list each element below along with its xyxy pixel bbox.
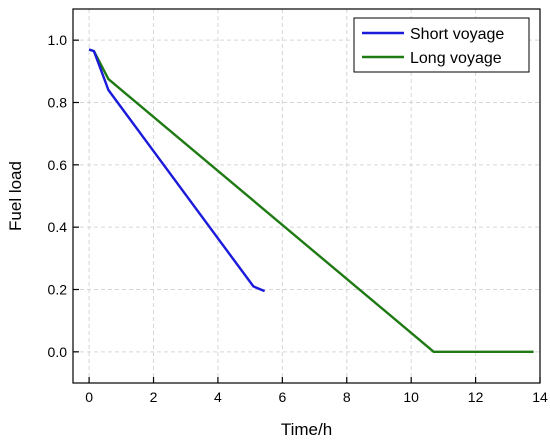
x-tick-label: 6 <box>278 389 286 405</box>
x-tick-label: 2 <box>150 389 158 405</box>
legend-label-short-voyage: Short voyage <box>410 26 504 43</box>
legend: Short voyage Long voyage <box>353 17 530 73</box>
ticks <box>73 39 541 383</box>
y-tick-label: 0.0 <box>48 344 68 360</box>
x-tick-label: 12 <box>468 389 484 405</box>
y-axis-title: Fuel load <box>6 161 25 231</box>
y-tick-label: 1.0 <box>48 32 68 48</box>
x-tick-label: 0 <box>85 389 93 405</box>
x-tick-label: 14 <box>532 389 548 405</box>
series-lines <box>88 48 534 353</box>
y-tick-labels: 0.0 0.2 0.4 0.6 0.8 1.0 <box>48 32 68 360</box>
plot-frame <box>72 8 541 384</box>
y-tick-label: 0.8 <box>48 95 68 111</box>
x-tick-label: 10 <box>403 389 419 405</box>
y-tick-label: 0.4 <box>48 219 68 235</box>
x-axis-title: Time/h <box>281 420 332 439</box>
x-tick-label: 4 <box>214 389 222 405</box>
grid <box>73 9 540 383</box>
x-tick-labels: 0 2 4 6 8 10 12 14 <box>85 389 548 405</box>
short-voyage-line <box>88 48 266 293</box>
legend-label-long-voyage: Long voyage <box>410 50 502 67</box>
x-tick-label: 8 <box>343 389 351 405</box>
y-tick-label: 0.6 <box>48 157 68 173</box>
legend-box <box>353 17 530 73</box>
long-voyage-line <box>88 48 534 353</box>
y-tick-label: 0.2 <box>48 282 68 298</box>
